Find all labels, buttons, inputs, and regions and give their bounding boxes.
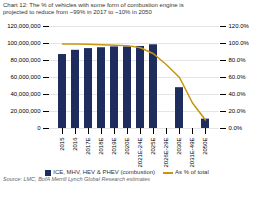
svg-text:40.0%: 40.0% xyxy=(229,92,247,98)
svg-text:2031E-49E: 2031E-49E xyxy=(189,138,195,168)
svg-text:80,000,000: 80,000,000 xyxy=(10,58,41,64)
svg-text:120,000,000: 120,000,000 xyxy=(7,24,41,30)
html-text:projected to reduce from ~99%: projected to reduce from ~99% in 2017 to… xyxy=(3,9,152,16)
svg-text:100,000,000: 100,000,000 xyxy=(7,41,41,47)
svg-text:100.0%: 100.0% xyxy=(229,41,250,47)
html-text:ICE, MHV, HEV & PHEV (combusti: ICE, MHV, HEV & PHEV (combustion) xyxy=(53,169,156,176)
svg-text:2030E: 2030E xyxy=(176,138,182,155)
html-text:As % of total: As % of total xyxy=(175,169,209,176)
svg-text:60.0%: 60.0% xyxy=(229,75,247,81)
html-text:Chart 12: The % of vehicles wi: Chart 12: The % of vehicles with some fo… xyxy=(3,2,184,8)
svg-text:2019E: 2019E xyxy=(111,138,117,155)
svg-text:0: 0 xyxy=(37,126,41,132)
html-text:Source: LMC, BofA Merrill Lync: Source: LMC, BofA Merrill Lynch Global R… xyxy=(3,176,150,183)
svg-text:2026E-29E: 2026E-29E xyxy=(163,138,169,168)
svg-text:2016: 2016 xyxy=(72,137,78,151)
svg-text:2025E: 2025E xyxy=(150,138,156,155)
svg-text:20.0%: 20.0% xyxy=(229,109,247,115)
svg-text:2020E: 2020E xyxy=(124,138,130,155)
svg-text:40,000,000: 40,000,000 xyxy=(10,92,41,98)
svg-text:2017E: 2017E xyxy=(85,138,91,155)
svg-text:0.0%: 0.0% xyxy=(229,126,243,132)
svg-text:2015: 2015 xyxy=(59,137,65,151)
svg-text:60,000,000: 60,000,000 xyxy=(10,75,41,81)
svg-text:80.0%: 80.0% xyxy=(229,58,247,64)
svg-text:2021E-24E: 2021E-24E xyxy=(137,138,143,168)
svg-text:120.0%: 120.0% xyxy=(229,24,250,30)
svg-text:20,000,000: 20,000,000 xyxy=(10,109,41,115)
svg-text:2018E: 2018E xyxy=(98,138,104,155)
svg-text:2050E: 2050E xyxy=(202,138,208,155)
